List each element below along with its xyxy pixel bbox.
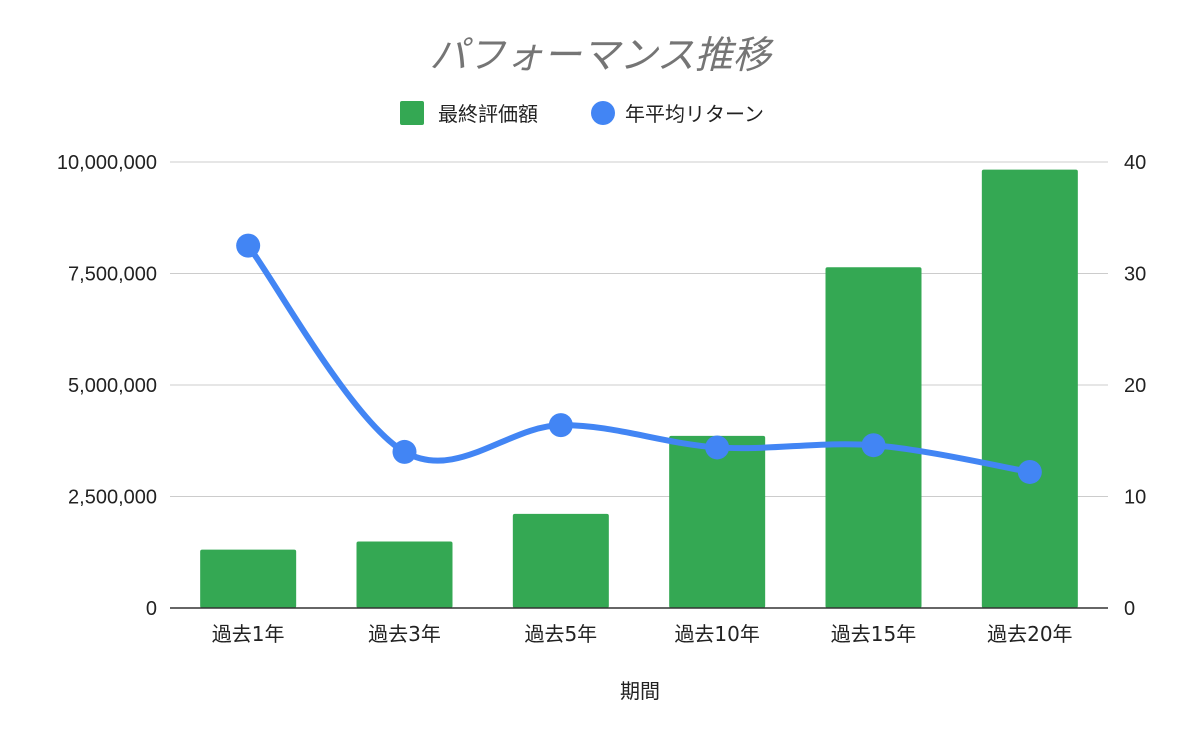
- legend-label-final-value: 最終評価額: [438, 102, 538, 126]
- bar-final-value: [512, 513, 609, 608]
- x-axis-ticks: 過去1年 過去3年 過去5年 過去10年 過去15年 過去20年: [212, 622, 1073, 646]
- left-tick-label: 10,000,000: [57, 152, 157, 174]
- point-annual-return: [236, 233, 261, 258]
- left-tick-label: 2,500,000: [68, 487, 157, 509]
- left-axis-ticks: 0 2,500,000 5,000,000 7,500,000 10,000,000: [57, 152, 157, 620]
- legend-marker-annual-return: [591, 101, 615, 125]
- legend-label-annual-return: 年平均リターン: [625, 102, 764, 126]
- x-tick-label: 過去10年: [674, 622, 759, 646]
- bar-final-value: [669, 435, 766, 608]
- bar-final-value: [200, 549, 297, 608]
- left-tick-label: 7,500,000: [68, 264, 157, 286]
- x-tick-label: 過去5年: [524, 622, 597, 646]
- point-annual-return: [861, 433, 886, 458]
- bar-series: [200, 169, 1078, 608]
- x-tick-label: 過去20年: [987, 622, 1072, 646]
- left-tick-label: 5,000,000: [68, 375, 157, 397]
- left-tick-label: 0: [146, 598, 157, 620]
- bar-final-value: [356, 541, 453, 608]
- right-tick-label: 40: [1124, 152, 1146, 174]
- x-tick-label: 過去1年: [212, 622, 285, 646]
- legend: 最終評価額 年平均リターン: [400, 101, 764, 126]
- point-annual-return: [548, 413, 573, 438]
- legend-swatch-final-value: [400, 101, 424, 125]
- x-tick-label: 過去3年: [368, 622, 441, 646]
- point-annual-return: [392, 439, 417, 464]
- point-annual-return: [705, 435, 730, 460]
- right-tick-label: 10: [1124, 487, 1146, 509]
- gridlines: [170, 161, 1108, 497]
- bar-final-value: [981, 169, 1078, 608]
- x-tick-label: 過去15年: [831, 622, 916, 646]
- right-tick-label: 30: [1124, 264, 1146, 286]
- point-annual-return: [1017, 459, 1042, 484]
- right-tick-label: 0: [1124, 598, 1135, 620]
- x-axis-title: 期間: [620, 679, 660, 703]
- annual-return-points: [236, 233, 1042, 484]
- right-tick-label: 20: [1124, 375, 1146, 397]
- chart-title: パフォーマンス推移: [429, 33, 774, 77]
- right-axis-ticks: 0 10 20 30 40: [1124, 152, 1146, 620]
